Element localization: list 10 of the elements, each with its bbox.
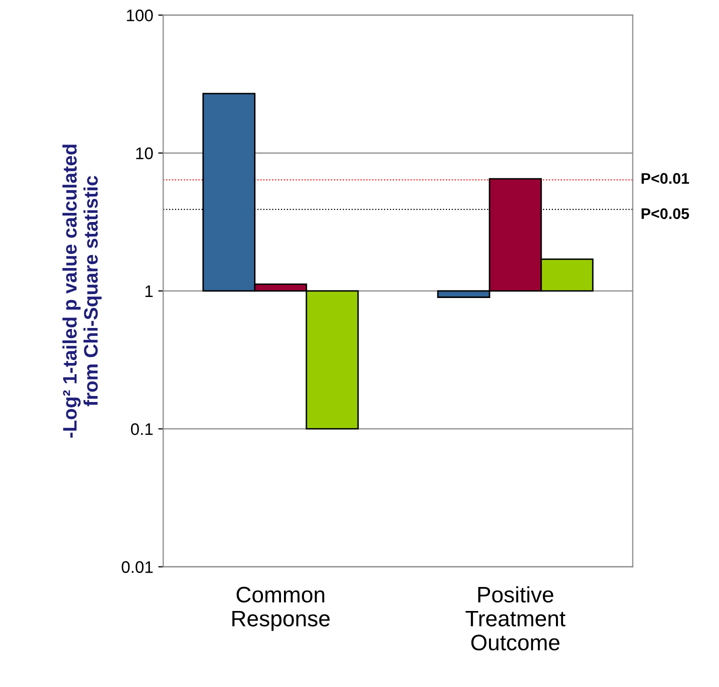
y-tick-label: 100 — [126, 10, 153, 22]
y-tick-label: 0.01 — [122, 561, 153, 573]
y-axis-title: -Log² 1-tailed p value calculated from Chi-Square statistic — [62, 144, 102, 438]
ref-line-label: P<0.05 — [642, 208, 690, 220]
y-tick-label: 1 — [145, 286, 153, 297]
y-tick-label: 10 — [136, 147, 153, 160]
y-tick-label: 0.1 — [130, 423, 153, 436]
x-tick-label: Positive Treatment Outcome — [466, 586, 566, 650]
ref-line-label: P<0.01 — [642, 173, 690, 184]
x-tick-label: Common Response — [232, 586, 330, 631]
